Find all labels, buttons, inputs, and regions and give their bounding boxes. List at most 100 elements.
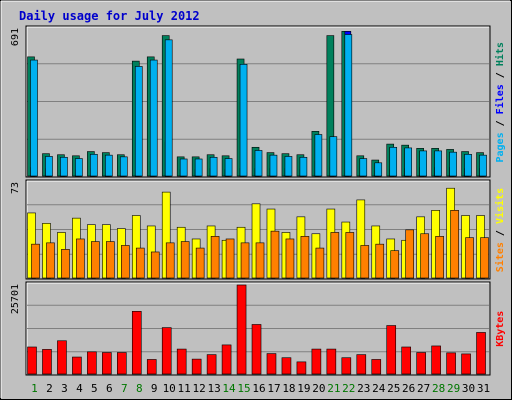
x-tick-label-day-11: 11 bbox=[178, 382, 191, 395]
bar-sites-day-30 bbox=[465, 237, 474, 279]
x-tick-label-day-18: 18 bbox=[282, 382, 295, 395]
bar-pages-day-14 bbox=[224, 158, 233, 177]
x-tick-label-day-3: 3 bbox=[61, 382, 68, 395]
legend-visits-sites: Sites / Visits bbox=[494, 188, 506, 272]
bar-sites-day-18 bbox=[285, 238, 295, 279]
bar-sites-day-19 bbox=[300, 236, 310, 279]
bar-pages-day-1 bbox=[30, 59, 38, 177]
bar-kbytes-day-4 bbox=[72, 356, 82, 375]
x-tick-label-day-24: 24 bbox=[372, 382, 386, 395]
chart-panels: 691 Pages / Files / Hits 73 Sites / Visits 2… bbox=[10, 25, 506, 376]
bar-sites-day-2 bbox=[46, 242, 55, 279]
x-tick-label-day-29: 29 bbox=[447, 382, 460, 395]
x-tick-label-day-7: 7 bbox=[121, 382, 128, 395]
bar-sites-day-7 bbox=[121, 245, 130, 279]
bar-pages-day-23 bbox=[359, 158, 368, 177]
x-tick-label-day-22: 22 bbox=[342, 382, 355, 395]
bar-kbytes-day-6 bbox=[102, 352, 112, 375]
bar-pages-day-21 bbox=[329, 136, 338, 177]
chart-title: Daily usage for July 2012 bbox=[19, 9, 200, 23]
x-axis-labels: 1 2 3 4 5 6 7 8 9 10 11 12 13 14 15 16 17 18 19 20 21 22 23 24 2… bbox=[31, 382, 490, 395]
bar-pages-day-18 bbox=[284, 156, 293, 177]
bar-kbytes-day-12 bbox=[191, 358, 202, 375]
x-tick-label-day-4: 4 bbox=[76, 382, 83, 395]
bar-pages-day-20 bbox=[314, 134, 323, 177]
bar-pages-day-2 bbox=[45, 156, 53, 177]
legend-text-visits-sites: Sites / Visits bbox=[494, 188, 506, 272]
bar-pages-day-16 bbox=[254, 150, 263, 177]
x-tick-label-day-8: 8 bbox=[136, 382, 143, 395]
bar-pages-day-28 bbox=[434, 150, 442, 177]
legend-entry-pages: Pages bbox=[495, 132, 506, 162]
bar-sites-day-31 bbox=[480, 237, 489, 279]
bar-kbytes-day-20 bbox=[311, 348, 322, 375]
ymax-label-kbytes: 25701 bbox=[10, 284, 21, 314]
bar-kbytes-day-24 bbox=[371, 359, 382, 375]
ymax-label-visits-sites: 73 bbox=[10, 182, 21, 194]
bars-visits-sites bbox=[27, 187, 489, 279]
legend-entry-kbytes: KBytes bbox=[495, 311, 506, 347]
bar-kbytes-day-1 bbox=[27, 346, 37, 375]
bar-pages-day-4 bbox=[75, 158, 83, 177]
legend-entry-files: Files bbox=[494, 84, 506, 114]
bar-pages-day-19 bbox=[299, 156, 308, 177]
legend-text-hits-files-pages: Pages / Files / Hits bbox=[494, 42, 506, 162]
x-tick-label-day-5: 5 bbox=[91, 382, 98, 395]
bar-kbytes-day-29 bbox=[446, 352, 456, 375]
bar-sites-day-15 bbox=[240, 242, 250, 279]
bar-kbytes-day-7 bbox=[117, 352, 127, 375]
panel-hits-files-pages: 691 Pages / Files / Hits bbox=[10, 25, 506, 178]
legend-entry-hits: Hits bbox=[494, 42, 506, 66]
x-tick-label-day-12: 12 bbox=[193, 382, 206, 395]
bar-kbytes-day-21 bbox=[326, 348, 337, 375]
bar-kbytes-day-30 bbox=[461, 353, 471, 375]
x-tick-label-day-17: 17 bbox=[267, 382, 280, 395]
bar-sites-day-21 bbox=[330, 232, 340, 279]
panel-kbytes: 25701 KBytes bbox=[10, 281, 506, 376]
bar-sites-day-29 bbox=[450, 210, 459, 279]
bar-pages-day-30 bbox=[464, 154, 472, 177]
legend-entry-visits: Visits bbox=[494, 188, 506, 224]
bar-pages-day-9 bbox=[149, 59, 158, 177]
x-tick-label-day-2: 2 bbox=[46, 382, 53, 395]
x-tick-label-day-6: 6 bbox=[106, 382, 113, 395]
x-tick-label-day-30: 30 bbox=[462, 382, 475, 395]
bar-sites-day-16 bbox=[255, 242, 265, 279]
x-tick-label-day-1: 1 bbox=[31, 382, 38, 395]
legend-separator: / bbox=[495, 224, 506, 242]
bar-kbytes-day-15 bbox=[236, 284, 247, 375]
bar-pages-day-27 bbox=[419, 150, 427, 177]
bar-pages-day-15 bbox=[239, 64, 248, 177]
x-tick-label-day-13: 13 bbox=[207, 382, 220, 395]
bar-sites-day-3 bbox=[61, 249, 70, 279]
bar-kbytes-day-22 bbox=[341, 357, 352, 375]
bar-sites-day-27 bbox=[420, 233, 429, 279]
bar-pages-day-3 bbox=[60, 156, 68, 177]
bar-kbytes-day-9 bbox=[146, 359, 157, 375]
bar-kbytes-day-10 bbox=[161, 327, 172, 375]
legend-kbytes: KBytes bbox=[495, 311, 506, 347]
bar-sites-day-23 bbox=[360, 245, 370, 279]
bar-sites-day-28 bbox=[435, 236, 444, 279]
bar-sites-day-11 bbox=[180, 241, 190, 279]
bars-kbytes bbox=[27, 284, 486, 375]
bar-kbytes-day-5 bbox=[87, 351, 97, 375]
bar-pages-day-29 bbox=[449, 151, 457, 177]
bar-kbytes-day-23 bbox=[356, 354, 367, 375]
bar-sites-day-10 bbox=[165, 242, 175, 279]
legend-separator: / bbox=[495, 114, 506, 132]
bar-sites-day-17 bbox=[270, 230, 280, 279]
x-tick-label-day-20: 20 bbox=[312, 382, 325, 395]
panel-visits-sites: 73 Sites / Visits bbox=[10, 179, 506, 280]
x-tick-label-day-9: 9 bbox=[151, 382, 158, 395]
bar-pages-day-25 bbox=[389, 146, 398, 177]
bar-sites-day-22 bbox=[345, 232, 355, 279]
bars-hits-files-pages bbox=[27, 31, 487, 177]
x-tick-label-day-21: 21 bbox=[327, 382, 340, 395]
bar-sites-day-26 bbox=[405, 229, 414, 279]
bar-pages-day-5 bbox=[90, 154, 98, 177]
x-tick-label-day-28: 28 bbox=[432, 382, 445, 395]
bar-sites-day-1 bbox=[31, 243, 40, 279]
bar-kbytes-day-17 bbox=[266, 353, 277, 375]
